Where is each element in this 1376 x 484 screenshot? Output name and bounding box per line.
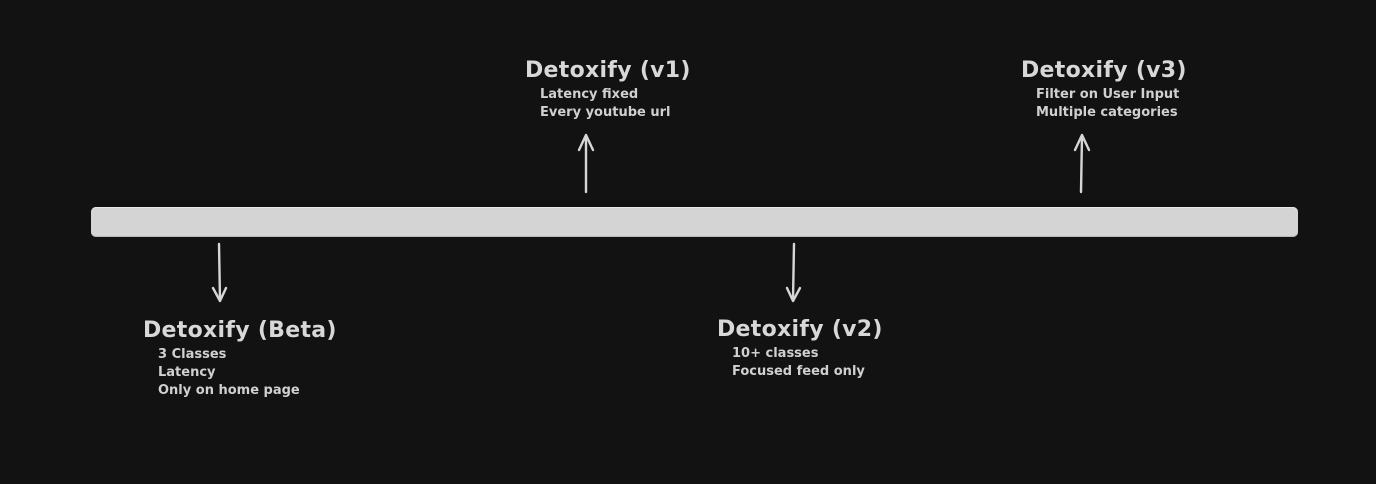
milestone-note: Only on home page bbox=[158, 383, 300, 398]
milestone-v2: Detoxify (v2) 10+ classes Focused feed o… bbox=[717, 317, 883, 381]
milestone-notes: 3 Classes Latency Only on home page bbox=[158, 346, 337, 400]
milestone-title: Detoxify (v3) bbox=[1021, 58, 1187, 83]
milestone-notes: 10+ classes Focused feed only bbox=[732, 345, 883, 381]
timeline-bar bbox=[91, 207, 1298, 237]
milestone-title: Detoxify (Beta) bbox=[143, 318, 337, 343]
milestone-note: 10+ classes bbox=[732, 346, 819, 361]
milestone-notes: Filter on User Input Multiple categories bbox=[1036, 86, 1187, 122]
arrow-down-beta bbox=[211, 242, 228, 303]
milestone-v1: Detoxify (v1) Latency fixed Every youtub… bbox=[525, 58, 691, 122]
arrow-up-v1 bbox=[577, 133, 595, 194]
arrow-up-v3 bbox=[1073, 133, 1091, 194]
milestone-note: Latency fixed bbox=[540, 87, 639, 102]
milestone-note: Focused feed only bbox=[732, 364, 865, 379]
milestone-note: Latency bbox=[158, 365, 216, 380]
milestone-v3: Detoxify (v3) Filter on User Input Multi… bbox=[1021, 58, 1187, 122]
milestone-notes: Latency fixed Every youtube url bbox=[540, 86, 691, 122]
milestone-title: Detoxify (v1) bbox=[525, 58, 691, 83]
milestone-note: Every youtube url bbox=[540, 105, 671, 120]
milestone-note: 3 Classes bbox=[158, 347, 227, 362]
milestone-beta: Detoxify (Beta) 3 Classes Latency Only o… bbox=[143, 318, 337, 400]
milestone-note: Multiple categories bbox=[1036, 105, 1178, 120]
milestone-title: Detoxify (v2) bbox=[717, 317, 883, 342]
milestone-note: Filter on User Input bbox=[1036, 87, 1180, 102]
arrow-down-v2 bbox=[785, 242, 802, 303]
